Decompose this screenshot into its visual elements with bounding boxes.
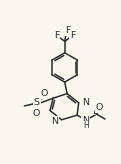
Text: N: N xyxy=(52,117,59,126)
Text: O: O xyxy=(96,103,103,112)
Text: O: O xyxy=(41,89,48,98)
Text: N: N xyxy=(82,116,89,125)
Text: F: F xyxy=(65,26,71,35)
Text: S: S xyxy=(34,98,40,107)
Text: F: F xyxy=(70,31,75,40)
Text: H: H xyxy=(83,121,89,130)
Text: F: F xyxy=(54,31,60,40)
Text: N: N xyxy=(83,98,90,107)
Text: O: O xyxy=(32,109,40,118)
